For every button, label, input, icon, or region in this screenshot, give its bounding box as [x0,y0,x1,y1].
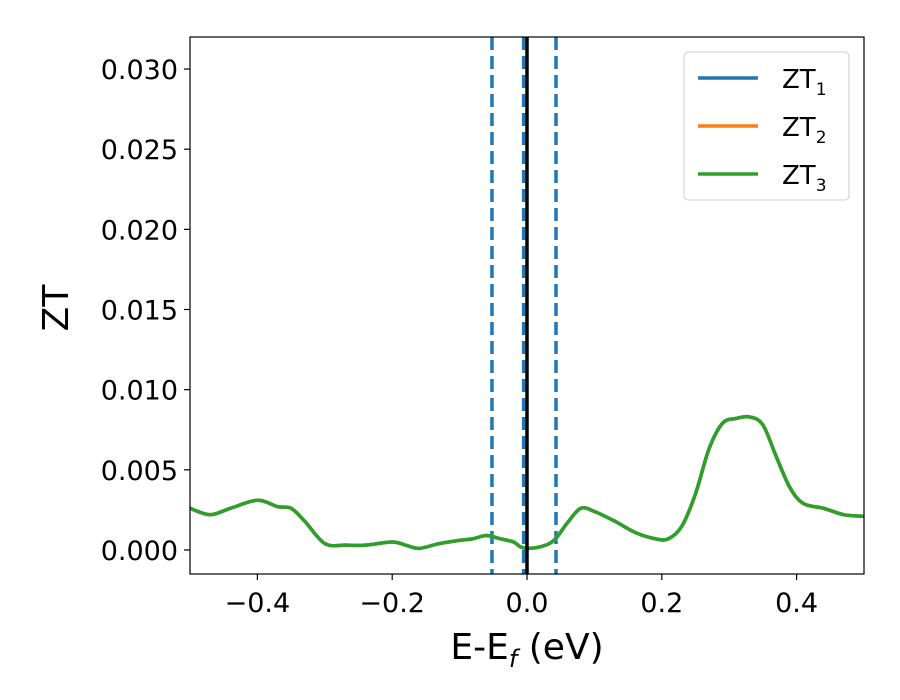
x-axis-title: E-Ef (eV) [450,627,603,673]
x-tick-label: −0.2 [359,588,425,619]
series-lines [190,414,864,551]
x-tick-label: −0.4 [225,588,291,619]
series-line-zt3 [190,414,864,551]
y-tick-label: 0.010 [101,376,178,407]
legend-label-zt1: ZT1 [782,65,827,100]
legend-label-zt3: ZT3 [782,161,827,196]
x-axis-title-main: E-E [450,627,508,668]
reference-lines [490,37,558,574]
legend: ZT1 ZT2 ZT3 [683,51,850,201]
legend-label-zt2: ZT2 [782,113,827,148]
x-tick-label: 0.0 [506,588,549,619]
y-tick-label: 0.030 [101,55,178,86]
y-axis-title: ZT [36,284,77,332]
x-axis-ticks: −0.4 −0.2 0.0 0.2 0.4 [225,574,818,619]
x-tick-label: 0.4 [775,588,818,619]
x-tick-label: 0.2 [640,588,683,619]
y-tick-label: 0.000 [101,536,178,567]
legend-box [683,51,850,201]
y-tick-label: 0.025 [101,135,178,166]
y-tick-label: 0.020 [101,215,178,246]
y-tick-label: 0.005 [101,456,178,487]
x-axis-title-unit: (eV) [517,627,603,668]
y-tick-label: 0.015 [101,296,178,327]
y-axis-ticks: 0.000 0.005 0.010 0.015 0.020 0.025 0.030 [101,55,190,567]
